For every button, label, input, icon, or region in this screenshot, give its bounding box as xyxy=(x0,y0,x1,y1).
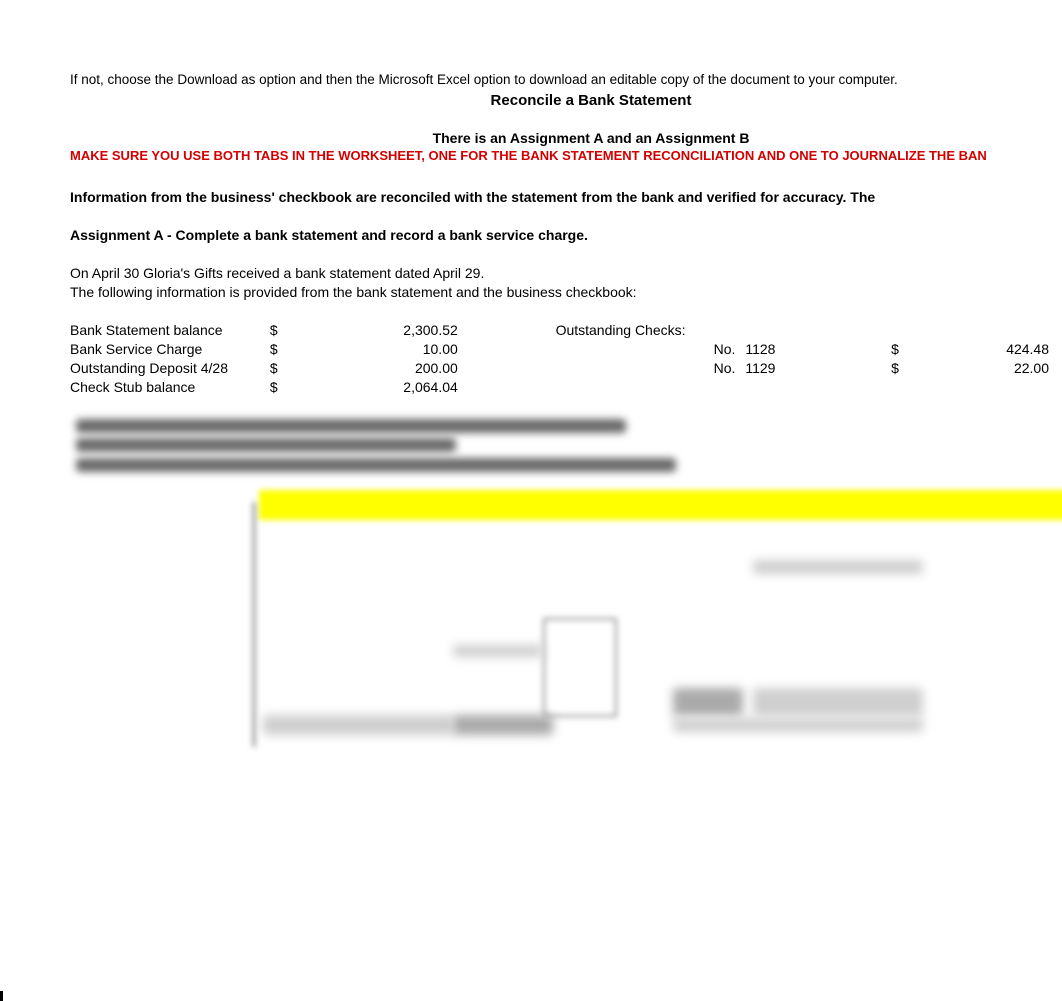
doc-title-text: Reconcile a Bank Statement xyxy=(491,92,692,109)
ghost-field-2 xyxy=(453,645,543,657)
check-amount-1: 424.48 xyxy=(909,340,1049,359)
data-row-3: Check Stub balance $ 2,064.04 xyxy=(70,378,1049,397)
intro-text: If not, choose the Download as option an… xyxy=(70,72,898,87)
blurred-form xyxy=(253,490,1062,750)
data-row-1: Bank Service Charge $ 10.00 No. 1128 $ 4… xyxy=(70,340,1049,359)
paragraph-1: On April 30 Gloria's Gifts received a ba… xyxy=(70,265,484,281)
currency-c1: $ xyxy=(891,340,905,359)
outstanding-checks-label: Outstanding Checks: xyxy=(556,321,696,340)
doc-title: Reconcile a Bank Statement xyxy=(0,92,1062,109)
check-amount-2: 22.00 xyxy=(909,359,1049,378)
blurred-instruction-1 xyxy=(76,419,626,433)
data-block: Bank Statement balance $ 2,300.52 Outsta… xyxy=(70,321,1049,397)
currency-1: $ xyxy=(270,340,284,359)
currency-c2: $ xyxy=(891,359,905,378)
ghost-field-3 xyxy=(673,688,743,716)
currency-3: $ xyxy=(270,378,284,397)
ghost-field-7 xyxy=(453,715,553,735)
label-2: Outstanding Deposit 4/28 xyxy=(70,359,266,378)
ghost-field-5 xyxy=(673,718,923,732)
currency-0: $ xyxy=(270,321,284,340)
amount-3: 2,064.04 xyxy=(288,378,458,397)
blurred-instruction-3 xyxy=(76,458,676,472)
amount-1: 10.00 xyxy=(288,340,458,359)
check-num-2: 1129 xyxy=(739,359,789,378)
label-1: Bank Service Charge xyxy=(70,340,266,359)
highlight-bar xyxy=(259,490,1062,520)
edge-marker xyxy=(0,991,3,1001)
currency-2: $ xyxy=(270,359,284,378)
form-border-left xyxy=(253,502,255,747)
no-label-2: No. xyxy=(699,359,735,378)
warning-text: MAKE SURE YOU USE BOTH TABS IN THE WORKS… xyxy=(70,148,987,163)
data-row-2: Outstanding Deposit 4/28 $ 200.00 No. 11… xyxy=(70,359,1049,378)
ghost-box-1 xyxy=(543,618,617,717)
ghost-field-1 xyxy=(753,560,923,574)
ghost-field-4 xyxy=(753,688,923,716)
data-row-0: Bank Statement balance $ 2,300.52 Outsta… xyxy=(70,321,1049,340)
page-root: If not, choose the Download as option an… xyxy=(0,0,1062,1001)
doc-subtitle: There is an Assignment A and an Assignme… xyxy=(0,130,1062,146)
info-text: Information from the business' checkbook… xyxy=(70,189,875,205)
ghost-field-6 xyxy=(263,715,453,735)
no-label-1: No. xyxy=(699,340,735,359)
assignment-a-heading: Assignment A - Complete a bank statement… xyxy=(70,227,588,243)
label-0: Bank Statement balance xyxy=(70,321,266,340)
blurred-instruction-2 xyxy=(76,438,456,452)
check-num-1: 1128 xyxy=(739,340,789,359)
label-3: Check Stub balance xyxy=(70,378,266,397)
paragraph-2: The following information is provided fr… xyxy=(70,284,637,300)
doc-subtitle-text: There is an Assignment A and an Assignme… xyxy=(433,130,750,146)
amount-0: 2,300.52 xyxy=(288,321,458,340)
amount-2: 200.00 xyxy=(288,359,458,378)
